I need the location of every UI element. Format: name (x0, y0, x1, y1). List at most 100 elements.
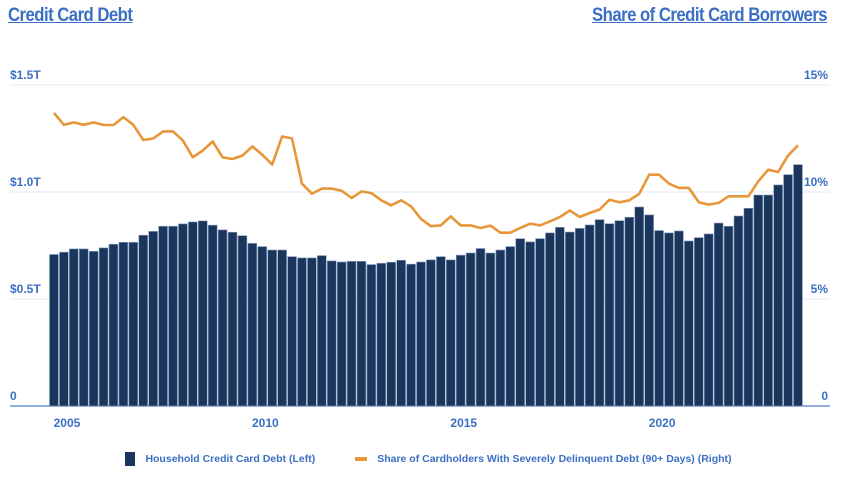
bar (684, 240, 694, 407)
right-chart-title-link[interactable]: Share of Credit Card Borrowers (591, 5, 828, 26)
bar (426, 259, 436, 407)
bar (138, 234, 148, 407)
bar (555, 227, 565, 407)
bar (624, 216, 635, 407)
bar (178, 223, 188, 407)
bar (366, 264, 377, 407)
bar (475, 248, 486, 407)
bar (287, 256, 297, 407)
bar (88, 250, 99, 407)
bar (654, 230, 664, 407)
bar (207, 224, 218, 407)
bar (69, 248, 79, 407)
legend-swatch-line (355, 457, 368, 461)
bar (396, 259, 406, 407)
bar (198, 220, 208, 407)
x-tick-label: 2010 (252, 416, 279, 430)
bar (793, 164, 803, 407)
bar (753, 194, 764, 407)
bar (485, 252, 496, 407)
bar (574, 228, 585, 407)
bar (674, 230, 684, 407)
y-right-tick-label: 15% (804, 68, 828, 82)
bar (227, 231, 238, 407)
bar (604, 223, 615, 407)
delinquency-line (53, 112, 799, 234)
axis-labels: 0 0 $0.5T 5% $1.0T 10% $1.5T 15% 2005 2010 2015 202… (10, 68, 828, 430)
y-left-tick-label: $1.0T (10, 175, 41, 189)
y-left-tick-label: $1.5T (10, 68, 41, 82)
bar (356, 261, 367, 407)
bar (307, 257, 317, 407)
y-right-tick-label: 5% (811, 282, 829, 296)
legend-item-debt: Household Credit Card Debt (Left) (125, 452, 315, 466)
bar (237, 235, 248, 407)
legend-swatch-bar (125, 452, 136, 466)
x-tick-label: 2005 (54, 416, 81, 430)
y-right-tick-label: 0 (821, 389, 828, 403)
bar (703, 233, 714, 407)
bar (247, 243, 258, 407)
bar (743, 207, 754, 407)
bar (535, 238, 545, 407)
bar (98, 247, 109, 407)
bar (277, 249, 287, 407)
line-series (53, 112, 799, 234)
left-chart-title-link[interactable]: Credit Card Debt (8, 5, 133, 26)
bar (763, 194, 773, 407)
bar (386, 261, 396, 407)
bar (108, 243, 119, 407)
bar (515, 238, 525, 407)
bar (326, 260, 337, 407)
bar (584, 224, 595, 407)
bar (406, 263, 416, 407)
bar (773, 184, 783, 407)
bar (49, 254, 59, 407)
bar (723, 225, 734, 407)
bar (634, 206, 645, 407)
bar (525, 241, 535, 407)
bar (783, 174, 793, 407)
bar (148, 231, 158, 407)
bar (188, 221, 198, 407)
bar (346, 261, 357, 407)
y-right-tick-label: 10% (804, 175, 828, 189)
bar (59, 251, 69, 407)
bar (78, 248, 89, 407)
bar (495, 249, 506, 407)
bar (168, 225, 178, 407)
bar (416, 261, 426, 407)
bar (267, 249, 277, 407)
bar (128, 241, 139, 407)
bar (158, 225, 168, 407)
bar (336, 261, 347, 407)
bar (594, 219, 605, 407)
bar (713, 222, 724, 407)
bar-series (49, 164, 803, 407)
bar (376, 262, 387, 407)
bar (614, 220, 625, 407)
y-left-tick-label: $0.5T (10, 282, 41, 296)
legend-label: Share of Cardholders With Severely Delin… (377, 453, 732, 465)
bar (545, 232, 555, 407)
legend-label: Household Credit Card Debt (Left) (145, 453, 316, 465)
bar (455, 254, 466, 407)
bar (217, 229, 228, 407)
bar (436, 256, 446, 407)
legend-item-delinquency: Share of Cardholders With Severely Delin… (355, 452, 732, 466)
x-tick-label: 2015 (450, 416, 477, 430)
bar (445, 259, 456, 407)
bar (644, 214, 654, 407)
bar (118, 241, 129, 407)
bar (664, 232, 674, 407)
x-tick-label: 2020 (649, 416, 676, 430)
bar (693, 237, 704, 407)
bar (565, 231, 575, 407)
bar (297, 257, 307, 407)
bar (257, 246, 268, 407)
legend: Household Credit Card Debt (Left) Share … (0, 452, 857, 466)
bar (317, 255, 327, 407)
bar (505, 246, 516, 407)
y-left-tick-label: 0 (10, 389, 17, 403)
